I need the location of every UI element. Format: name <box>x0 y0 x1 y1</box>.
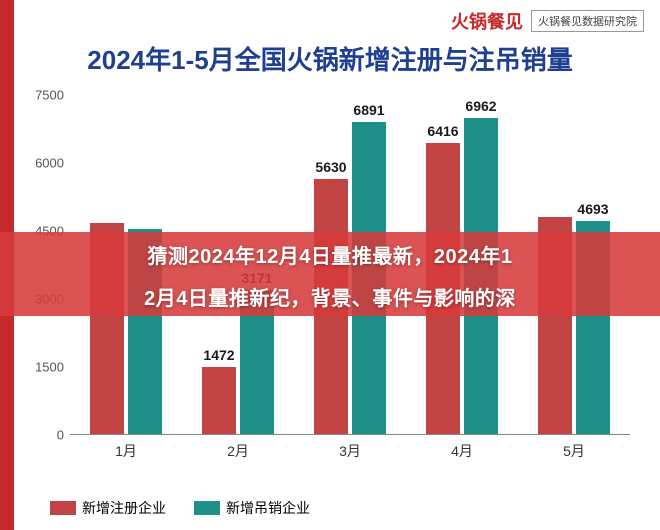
x-tick: 1月 <box>70 441 182 461</box>
overlay-text-2: 2月4日量推新纪，背景、事件与影响的深 <box>0 282 660 311</box>
legend-label: 新增吊销企业 <box>226 498 310 518</box>
brand-text: 火锅餐见 <box>451 8 523 34</box>
bar-registered <box>202 367 236 434</box>
sub-badge: 火锅餐见数据研究院 <box>531 10 644 32</box>
bar-value-label: 4693 <box>563 201 623 217</box>
canvas: 火锅餐见 火锅餐见数据研究院 2024年1-5月全国火锅新增注册与注吊销量 14… <box>0 0 660 530</box>
x-tick: 3月 <box>294 441 406 461</box>
legend-item: 新增注册企业 <box>50 498 166 518</box>
x-tick: 4月 <box>406 441 518 461</box>
y-tick: 7500 <box>20 88 64 103</box>
overlay-text-1: 猜测2024年12月4日量推最新，2024年1 <box>0 240 660 269</box>
y-tick: 1500 <box>20 360 64 375</box>
chart-title: 2024年1-5月全国火锅新增注册与注吊销量 <box>0 40 660 77</box>
header: 火锅餐见 火锅餐见数据研究院 <box>451 8 644 34</box>
legend-swatch <box>194 501 220 515</box>
bar-value-label: 6891 <box>339 102 399 118</box>
legend-item: 新增吊销企业 <box>194 498 310 518</box>
x-tick: 5月 <box>518 441 630 461</box>
legend-swatch <box>50 501 76 515</box>
x-tick: 2月 <box>182 441 294 461</box>
legend-label: 新增注册企业 <box>82 498 166 518</box>
y-tick: 6000 <box>20 156 64 171</box>
legend: 新增注册企业 新增吊销企业 <box>50 498 310 518</box>
y-tick: 0 <box>20 428 64 443</box>
bar-value-label: 6962 <box>451 98 511 114</box>
